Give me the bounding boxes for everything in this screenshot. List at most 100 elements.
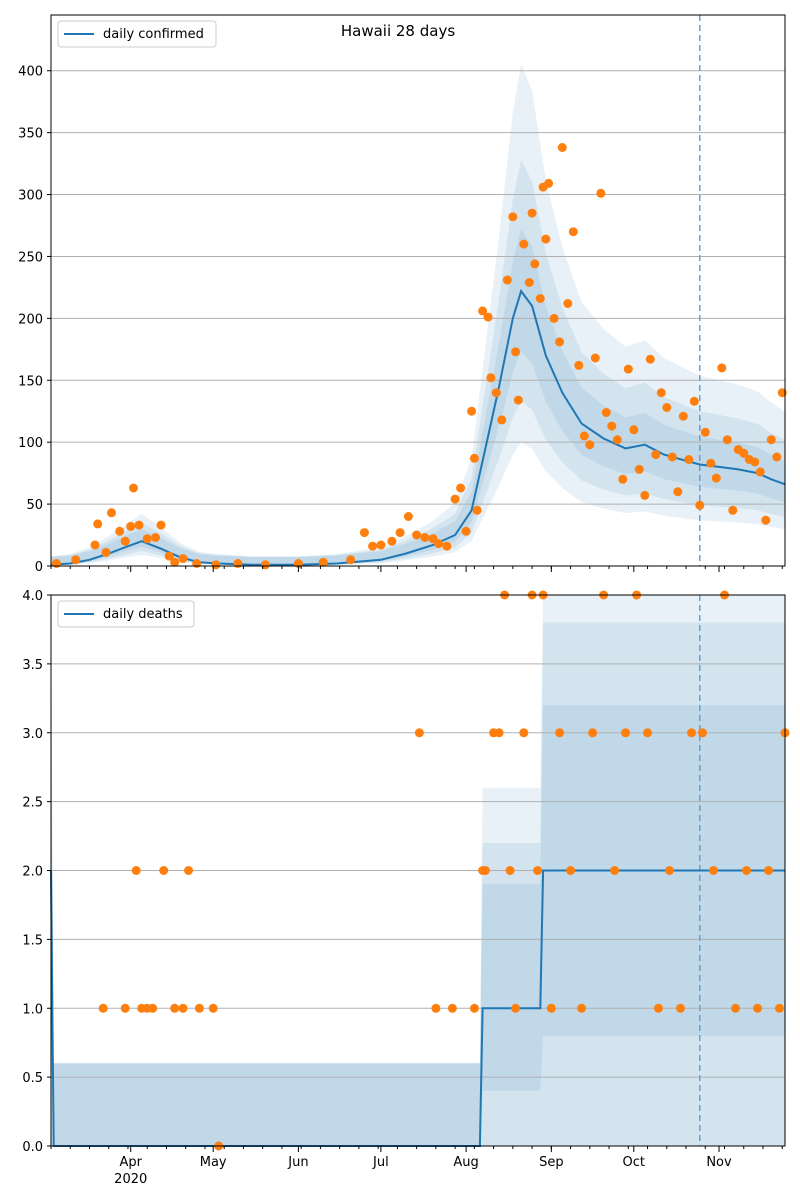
data-point [530,259,540,269]
data-point [684,455,694,464]
deaths-legend: daily deaths [57,600,195,628]
confirmed-y-axis: 0 50 100 150 200 250 300 350 400 [18,65,51,575]
data-point [134,520,144,530]
data-point [596,188,606,198]
data-point [577,1003,587,1013]
data-point [170,1003,180,1013]
data-point [549,313,559,323]
y-tick-label: 200 [18,312,43,327]
data-point [667,452,677,462]
data-point [610,866,620,875]
data-point [687,728,696,738]
uncertainty-band-1 [51,63,785,566]
data-point [115,526,125,536]
data-point [442,541,452,551]
y-tick-label: 300 [18,189,43,204]
data-point [156,520,166,530]
data-point [541,234,551,244]
legend-label-deaths: daily deaths [103,607,183,622]
data-point [753,1003,762,1013]
data-point [414,728,424,738]
data-point [761,515,771,525]
data-point [568,227,578,237]
data-point [739,448,749,458]
data-point [98,1003,108,1013]
data-point [673,487,683,497]
data-point [502,275,512,285]
data-point [711,473,721,483]
data-point [519,728,529,738]
data-point [588,728,598,738]
data-point [467,406,477,416]
uncertainty-band-2 [51,160,785,566]
deaths-x-axis: Apr 2020 May Jun Jul Aug Sep Oct Nov [50,1146,783,1187]
data-point [120,1003,130,1013]
data-point [346,555,356,565]
data-point [184,866,193,875]
data-point [483,312,493,322]
x-year-label: 2020 [114,1172,147,1187]
data-point [700,427,710,437]
data-point [178,1003,188,1013]
data-point [194,1003,204,1013]
data-point [359,528,369,538]
data-point [519,239,529,249]
data-point [456,483,466,493]
data-point [557,143,567,152]
data-point [634,464,644,474]
data-point [387,536,397,546]
y-tick-label: 400 [18,65,43,80]
data-point [544,178,554,188]
data-point [376,540,386,550]
data-point [585,440,595,450]
y-tick-label: 150 [18,374,43,389]
data-point [772,452,782,462]
data-point [623,364,633,374]
data-point [170,557,180,567]
data-point [486,373,496,383]
data-point [101,547,111,557]
data-point [395,528,405,538]
data-point [233,559,243,568]
data-point [643,728,652,738]
uncertainty-band-2 [51,622,785,1146]
data-point [126,521,136,531]
y-tick-label: 3.0 [22,727,43,742]
confirmed-legend: daily confirmed [57,20,217,48]
data-point [450,494,460,504]
data-point [742,866,751,875]
y-tick-label: 1.0 [22,1002,43,1017]
data-point [208,1003,218,1013]
data-point [533,866,543,875]
data-point [129,483,138,493]
data-point [546,1003,556,1013]
data-point [469,1003,479,1013]
data-point [52,559,61,568]
deaths-panel: 0.0 0.5 1.0 1.5 2.0 2.5 3.0 3.5 4.0 Apr 2020 May Ju… [22,589,790,1187]
x-tick-label: Jul [372,1155,389,1170]
y-tick-label: 0.5 [22,1071,43,1086]
data-point [665,866,674,875]
data-point [566,866,576,875]
data-point [192,559,202,568]
data-point [434,539,444,549]
data-point [698,728,707,738]
data-point [494,728,504,738]
data-point [403,512,413,521]
y-tick-label: 100 [18,436,43,451]
y-tick-label: 0.0 [22,1140,43,1155]
data-point [618,474,628,484]
confirmed-x-ticks [50,566,783,572]
x-tick-label: Apr [119,1155,142,1170]
data-point [555,728,565,738]
daily-deaths-points [98,590,790,1151]
data-point [151,533,160,542]
y-tick-label: 1.5 [22,933,43,948]
data-point [654,1003,663,1013]
y-tick-label: 2.5 [22,796,43,811]
data-point [535,294,545,303]
data-point [164,551,174,561]
data-point [505,866,515,875]
data-point [497,415,507,425]
x-tick-label: May [200,1155,227,1170]
